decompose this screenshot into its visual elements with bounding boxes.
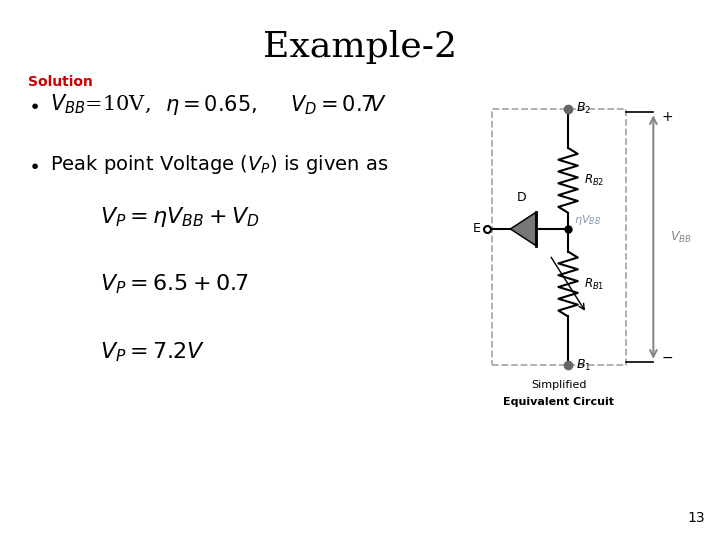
Text: Solution: Solution	[28, 75, 93, 89]
Text: Peak point Voltage $(V_P)$ is given as: Peak point Voltage $(V_P)$ is given as	[50, 153, 388, 176]
Text: $V_P = 6.5 + 0.7$: $V_P = 6.5 + 0.7$	[100, 272, 249, 295]
Text: $V_{BB}$=10V,: $V_{BB}$=10V,	[50, 93, 150, 116]
Text: $\bullet$: $\bullet$	[28, 155, 39, 174]
Text: D: D	[517, 191, 527, 204]
Text: $\eta = 0.65,$: $\eta = 0.65,$	[165, 93, 257, 117]
Text: 13: 13	[688, 511, 705, 525]
Text: $V_{BB}$: $V_{BB}$	[670, 230, 692, 245]
Polygon shape	[510, 212, 536, 246]
Text: Example-2: Example-2	[263, 30, 457, 64]
Text: Simplified: Simplified	[531, 380, 587, 390]
Text: $-$: $-$	[662, 350, 673, 364]
Text: $V_P = \eta V_{BB} + V_D$: $V_P = \eta V_{BB} + V_D$	[100, 205, 259, 229]
Text: $R_{B2}$: $R_{B2}$	[584, 173, 605, 188]
Text: $B_2$: $B_2$	[576, 101, 591, 116]
Text: $B_1$: $B_1$	[576, 358, 591, 373]
Text: E: E	[473, 222, 481, 235]
Text: +: +	[662, 110, 673, 124]
Text: $\bullet$: $\bullet$	[28, 95, 39, 114]
Text: $R_{B1}$: $R_{B1}$	[584, 276, 605, 292]
Text: $V_D = 0.7V$: $V_D = 0.7V$	[290, 93, 387, 117]
Text: Equivalent Circuit: Equivalent Circuit	[503, 397, 614, 408]
Text: $V_P = 7.2V$: $V_P = 7.2V$	[100, 340, 205, 363]
Text: $\eta V_{BB}$: $\eta V_{BB}$	[574, 213, 600, 227]
